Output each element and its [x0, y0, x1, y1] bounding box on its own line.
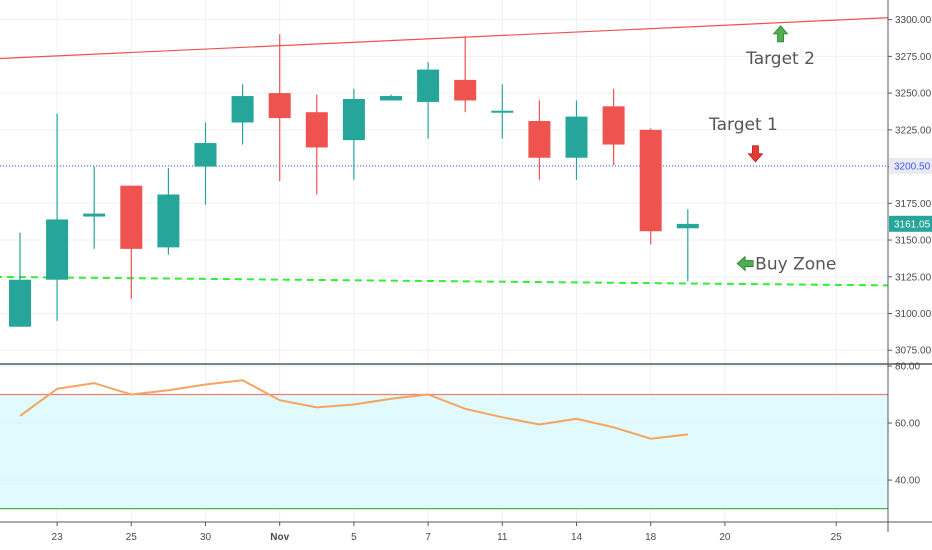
price-axis-bg — [888, 0, 932, 550]
time-tick-label: 5 — [351, 532, 357, 543]
candle-body — [194, 143, 217, 167]
price-tick-label: 3125.00 — [895, 272, 932, 283]
time-tick-label: 7 — [425, 532, 431, 543]
candle — [676, 209, 699, 282]
candle — [417, 62, 440, 139]
candle — [565, 100, 588, 180]
current-price-tag-label: 3161.05 — [894, 219, 931, 230]
candle — [268, 34, 291, 182]
candle-body — [417, 69, 440, 102]
annotation-label: Target 2 — [745, 49, 815, 69]
candle — [602, 88, 625, 166]
candle-body — [342, 98, 365, 141]
arrow-down-icon — [747, 145, 764, 163]
candle-body — [491, 110, 514, 113]
time-tick-label: 25 — [831, 532, 843, 543]
candle — [528, 100, 551, 180]
price-tick-label: 3175.00 — [895, 199, 932, 210]
candle-body — [639, 129, 662, 232]
annotations[interactable]: Target 2 Target 1 Buy Zone — [708, 25, 836, 275]
candle-body — [676, 223, 699, 229]
rsi-tick-label: 40.00 — [895, 476, 920, 487]
rsi-tick-label: 60.00 — [895, 419, 920, 430]
time-tick-label: 23 — [52, 532, 64, 543]
support-line[interactable] — [0, 275, 911, 287]
candle — [120, 185, 143, 299]
candle — [231, 84, 254, 145]
time-tick-label: 30 — [200, 532, 212, 543]
price-tick-label: 3275.00 — [895, 52, 932, 63]
candle — [639, 128, 662, 245]
candle-body — [268, 93, 291, 119]
annotation-label: Target 1 — [708, 115, 778, 135]
time-tick-label: 14 — [571, 532, 583, 543]
candle-body — [565, 116, 588, 158]
arrow-up-icon — [772, 25, 789, 43]
candle — [305, 94, 328, 195]
candle-body — [46, 219, 69, 280]
candle — [157, 168, 180, 255]
candle — [491, 84, 514, 139]
candle — [194, 122, 217, 205]
candle-body — [120, 185, 143, 249]
time-tick-label: 20 — [719, 532, 731, 543]
current-price-tag — [889, 215, 932, 232]
candle-body — [528, 121, 551, 158]
time-tick-label: Nov — [270, 532, 289, 543]
time-tick-label: 11 — [497, 532, 508, 543]
candle — [342, 88, 365, 180]
price-tick-label: 3300.00 — [895, 15, 932, 26]
arrow-left-icon — [736, 255, 754, 272]
time-tick-label: 25 — [126, 532, 138, 543]
candle-body — [9, 279, 31, 327]
candle — [83, 166, 106, 249]
marked-level-tag — [889, 157, 932, 174]
candle — [46, 113, 69, 321]
rsi-tick-label: 80.00 — [895, 362, 920, 373]
candle-body — [602, 106, 625, 145]
candle — [9, 232, 31, 327]
trend-lines[interactable] — [0, 16, 911, 287]
candle-body — [83, 213, 106, 217]
candle — [454, 35, 477, 113]
price-tick-label: 3100.00 — [895, 309, 932, 320]
candle-body — [157, 194, 180, 248]
candle-body — [380, 96, 402, 101]
time-tick-label: 18 — [645, 532, 657, 543]
price-tick-label: 3075.00 — [895, 346, 932, 357]
candle-body — [454, 79, 477, 101]
candle-body — [305, 112, 328, 148]
candle-body — [231, 96, 254, 123]
candle — [380, 94, 402, 101]
marked-level-tag-label: 3200.50 — [894, 161, 931, 172]
price-tick-label: 3150.00 — [895, 236, 932, 247]
price-tick-label: 3250.00 — [895, 89, 932, 100]
annotation-label: Buy Zone — [755, 255, 836, 275]
rsi-panel — [0, 365, 888, 510]
resistance-trendline[interactable] — [0, 16, 911, 60]
rsi-band-fill — [0, 394, 888, 509]
price-tick-label: 3225.00 — [895, 125, 932, 136]
candlesticks — [9, 34, 699, 327]
